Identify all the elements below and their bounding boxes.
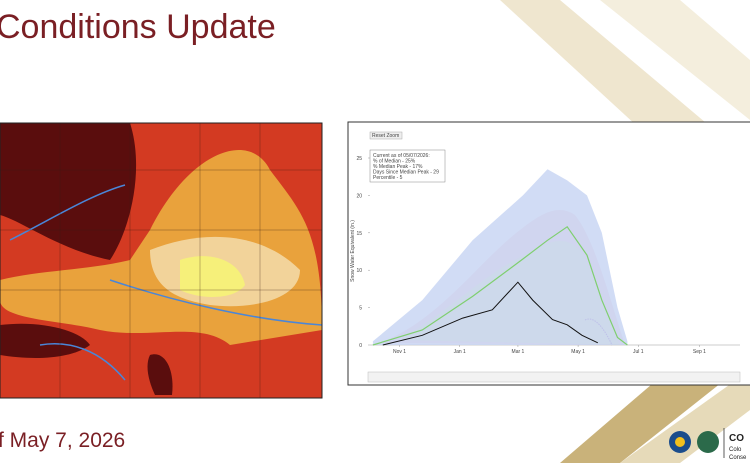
reset-button[interactable] (369, 131, 403, 140)
info-line: Percentile - 5 (373, 175, 403, 181)
deco-stripe (620, 370, 750, 463)
logo-text: CO (729, 433, 744, 444)
x-tick-label: Nov 1 (393, 349, 406, 355)
swe-line (382, 281, 599, 346)
logo-text: Colo (729, 447, 742, 453)
x-tick-label: Sep 1 (693, 349, 706, 355)
x-tick-label: Mar 1 (512, 349, 525, 355)
y-axis-label: Snow Water Equivalent (in.) (350, 220, 356, 282)
y-tick-label: 15 (356, 231, 362, 237)
x-tick-label: Jul 1 (633, 349, 644, 355)
navigator (367, 371, 741, 383)
slide-title: Conditions Update (0, 8, 276, 46)
snow-chart: Reset Zoom 0 5 10 15 20 25 Nov 1 Jan 1 Mar 1 May … (347, 121, 750, 386)
y-tick-label: 20 (356, 193, 362, 199)
y-tick-label: 25 (356, 156, 362, 162)
logo: CO Colo Conse (669, 428, 747, 461)
reset-button-label[interactable]: Reset Zoom (372, 133, 399, 139)
x-tick-label: Jan 1 (454, 349, 466, 355)
info-line: Days Since Median Peak - 29 (373, 170, 439, 176)
drought-map (0, 122, 323, 399)
slide-date: f May 7, 2026 (0, 429, 125, 452)
deco-stripe (600, 0, 750, 120)
x-tick-label: May 1 (571, 349, 585, 355)
info-line: Current as of 05/07/2026: (373, 153, 430, 159)
y-tick-label: 10 (356, 268, 362, 274)
y-tick-label: 0 (359, 343, 362, 349)
logo-text: Conse (729, 455, 747, 461)
info-box (369, 149, 446, 183)
y-tick-label: 5 (359, 306, 362, 312)
swe-line (372, 225, 628, 346)
info-line: % Median Peak - 17% (373, 164, 423, 170)
info-line: % of Median - 25% (373, 159, 416, 165)
max-area (372, 169, 628, 345)
